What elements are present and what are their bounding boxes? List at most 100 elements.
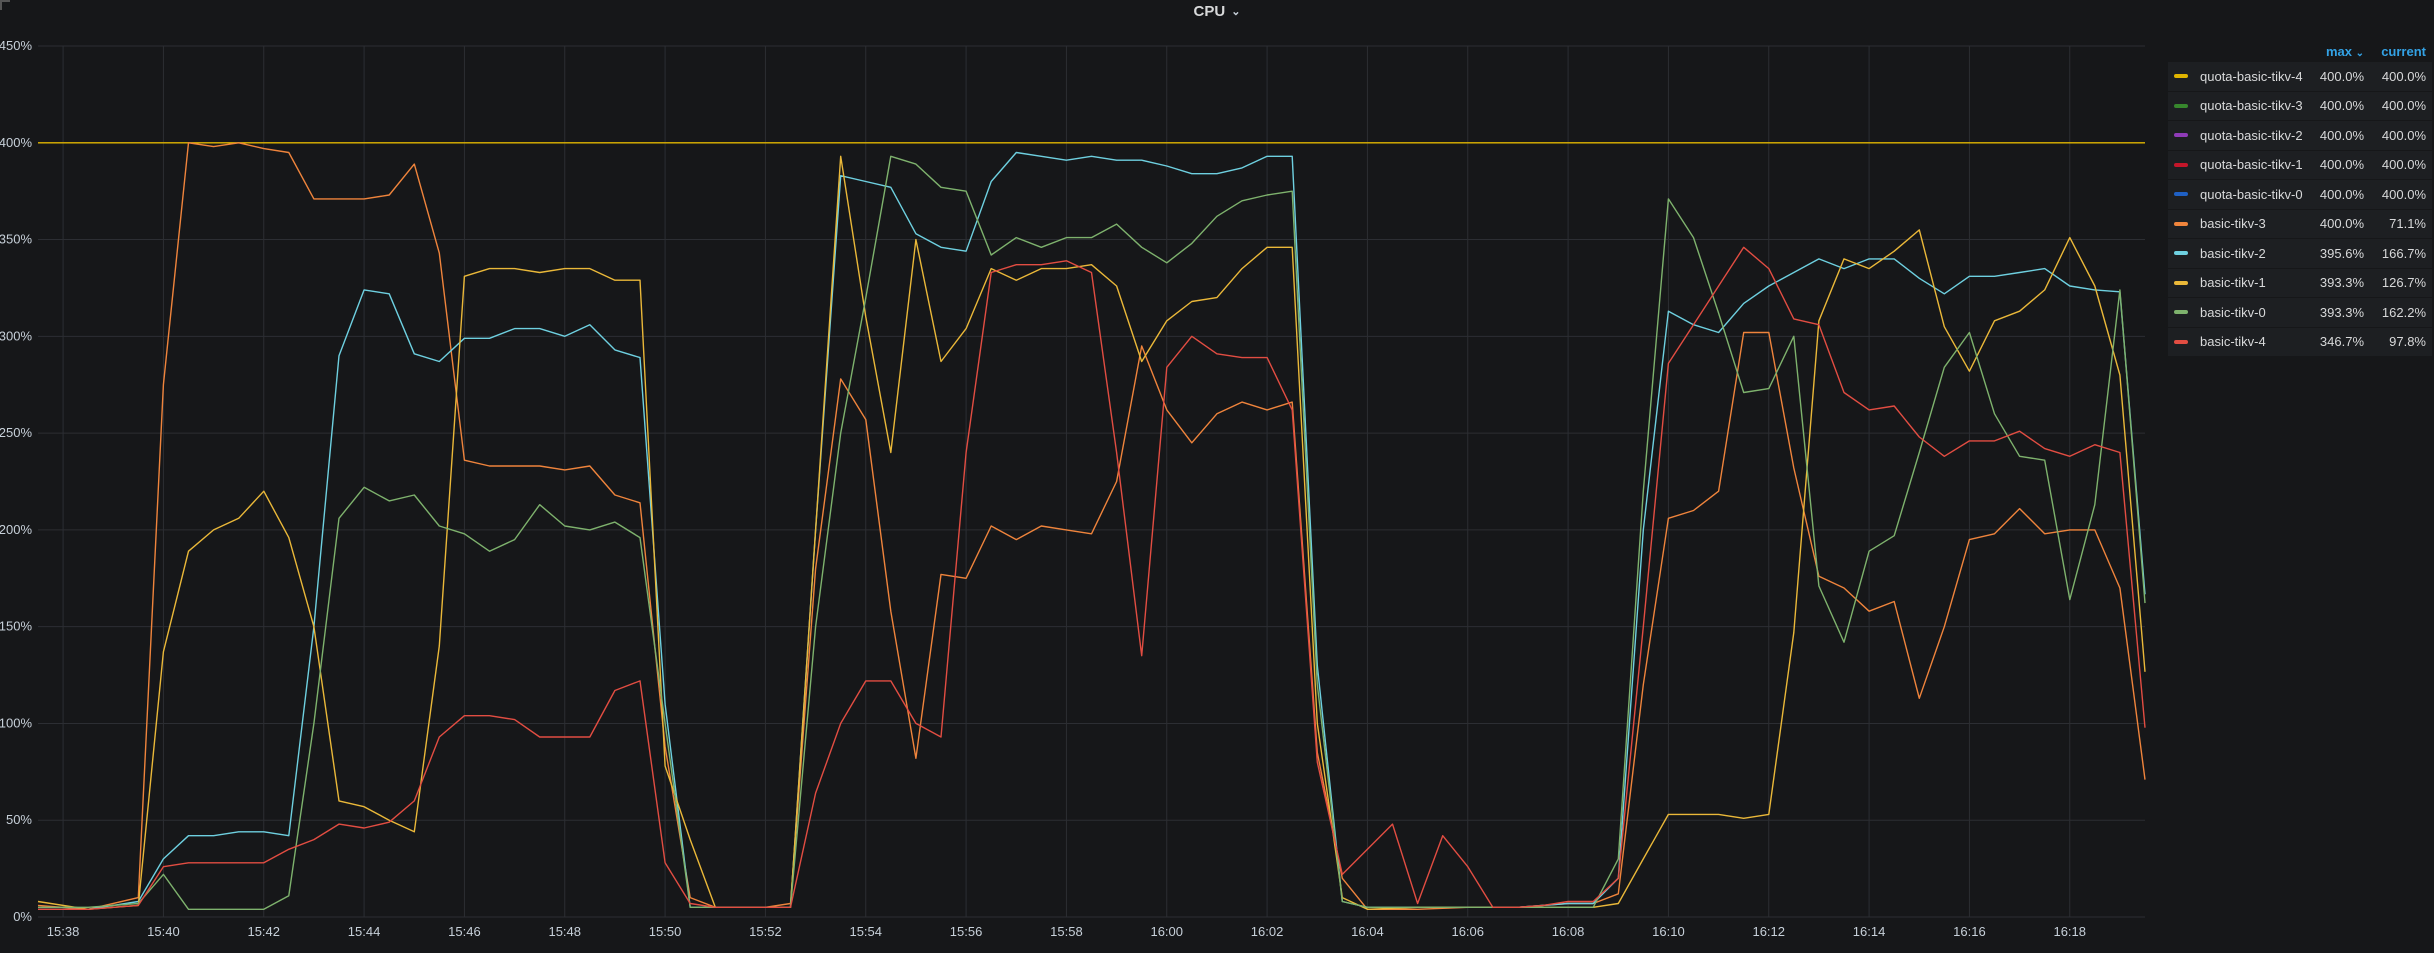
legend-current-value: 400.0% xyxy=(2381,68,2426,84)
x-tick-label: 15:42 xyxy=(247,924,280,939)
x-tick-label: 16:04 xyxy=(1351,924,1384,939)
y-tick-label: 400% xyxy=(0,135,32,150)
legend: max ⌄ current quota-basic-tikv-4 400.0% 40… xyxy=(2168,40,2432,357)
series-line-basic-tikv-2 xyxy=(38,151,2146,910)
legend-color-swatch xyxy=(2174,192,2188,197)
x-tick-label: 15:52 xyxy=(749,924,782,939)
legend-color-swatch xyxy=(2174,251,2188,256)
y-tick-label: 50% xyxy=(6,812,32,827)
legend-max-value: 400.0% xyxy=(2319,98,2364,114)
x-tick-label: 16:08 xyxy=(1552,924,1585,939)
legend-item-quota-basic-tikv-0[interactable]: quota-basic-tikv-0 400.0% 400.0% xyxy=(2168,180,2432,210)
chevron-down-icon: ⌄ xyxy=(2355,47,2364,59)
legend-max-value: 393.3% xyxy=(2319,304,2364,320)
legend-item-basic-tikv-2[interactable]: basic-tikv-2 395.6% 166.7% xyxy=(2168,239,2432,269)
x-tick-label: 16:16 xyxy=(1953,924,1986,939)
legend-color-swatch xyxy=(2174,133,2188,138)
chevron-down-icon: ⌄ xyxy=(1231,5,1241,18)
x-axis-labels: 15:38 15:40 15:42 15:44 15:46 15:48 15:50 15:52… xyxy=(47,924,2086,939)
x-tick-label: 16:02 xyxy=(1251,924,1284,939)
legend-header: max ⌄ current xyxy=(2168,40,2432,62)
y-tick-label: 350% xyxy=(0,232,32,247)
x-tick-label: 15:58 xyxy=(1050,924,1083,939)
legend-series-name: basic-tikv-1 xyxy=(2200,275,2266,291)
legend-sort-max[interactable]: max ⌄ xyxy=(2325,43,2364,59)
legend-color-swatch xyxy=(2174,103,2188,108)
x-tick-label: 15:38 xyxy=(47,924,80,939)
legend-sort-current[interactable]: current xyxy=(2381,43,2426,59)
x-tick-label: 16:10 xyxy=(1652,924,1685,939)
legend-series-name: quota-basic-tikv-0 xyxy=(2200,186,2303,202)
x-tick-label: 16:12 xyxy=(1752,924,1785,939)
legend-item-quota-basic-tikv-2[interactable]: quota-basic-tikv-2 400.0% 400.0% xyxy=(2168,121,2432,151)
legend-max-value: 400.0% xyxy=(2319,216,2364,232)
y-tick-label: 100% xyxy=(0,715,32,730)
legend-item-quota-basic-tikv-4[interactable]: quota-basic-tikv-4 400.0% 400.0% xyxy=(2168,62,2432,92)
x-tick-label: 16:06 xyxy=(1451,924,1484,939)
series-line-basic-tikv-0 xyxy=(38,155,2146,910)
legend-color-swatch xyxy=(2174,339,2188,344)
legend-series-name: quota-basic-tikv-1 xyxy=(2200,157,2303,173)
legend-color-swatch xyxy=(2174,221,2188,226)
panel-corner-handle[interactable] xyxy=(0,0,10,10)
x-tick-label: 15:48 xyxy=(548,924,581,939)
legend-item-basic-tikv-3[interactable]: basic-tikv-3 400.0% 71.1% xyxy=(2168,209,2432,239)
legend-max-value: 395.6% xyxy=(2319,245,2364,261)
legend-series-name: basic-tikv-0 xyxy=(2200,304,2266,320)
series-line-basic-tikv-3 xyxy=(37,142,2146,910)
legend-current-value: 97.8% xyxy=(2389,334,2426,350)
legend-series-name: basic-tikv-2 xyxy=(2200,245,2266,261)
legend-item-basic-tikv-0[interactable]: basic-tikv-0 393.3% 162.2% xyxy=(2168,298,2432,328)
legend-current-value: 71.1% xyxy=(2389,216,2426,232)
legend-max-value: 400.0% xyxy=(2319,68,2364,84)
chart-series xyxy=(37,142,2146,910)
x-tick-label: 16:18 xyxy=(2053,924,2086,939)
legend-color-swatch xyxy=(2174,162,2188,167)
x-tick-label: 15:54 xyxy=(849,924,882,939)
panel-title-menu[interactable]: CPU ⌄ xyxy=(1194,3,1241,20)
legend-color-swatch xyxy=(2174,74,2188,79)
legend-current-value: 166.7% xyxy=(2381,245,2426,261)
legend-current-value: 400.0% xyxy=(2381,127,2426,143)
legend-max-value: 346.7% xyxy=(2319,334,2364,350)
chart-grid xyxy=(38,45,2145,918)
x-tick-label: 15:40 xyxy=(147,924,180,939)
x-tick-label: 15:50 xyxy=(649,924,682,939)
cpu-line-chart: 0% 50% 100% 150% 200% 250% 300% 350% 400% 450% 15… xyxy=(0,38,2146,939)
legend-series-name: quota-basic-tikv-3 xyxy=(2200,98,2303,114)
legend-current-value: 400.0% xyxy=(2381,157,2426,173)
legend-series-name: basic-tikv-3 xyxy=(2200,216,2266,232)
legend-series-name: basic-tikv-4 xyxy=(2200,334,2266,350)
panel-header: CPU ⌄ xyxy=(0,0,2434,22)
legend-color-swatch xyxy=(2174,280,2188,285)
legend-current-value: 162.2% xyxy=(2381,304,2426,320)
legend-max-value: 400.0% xyxy=(2319,127,2364,143)
x-tick-label: 15:44 xyxy=(348,924,381,939)
x-tick-label: 16:14 xyxy=(1853,924,1886,939)
legend-current-value: 400.0% xyxy=(2381,98,2426,114)
series-line-basic-tikv-4 xyxy=(38,246,2146,910)
x-tick-label: 15:56 xyxy=(950,924,983,939)
legend-current-value: 126.7% xyxy=(2381,275,2426,291)
y-tick-label: 300% xyxy=(0,328,32,343)
legend-max-value: 400.0% xyxy=(2319,157,2364,173)
x-tick-label: 16:00 xyxy=(1150,924,1183,939)
y-tick-label: 200% xyxy=(0,522,32,537)
legend-series-name: quota-basic-tikv-2 xyxy=(2200,127,2303,143)
legend-item-quota-basic-tikv-1[interactable]: quota-basic-tikv-1 400.0% 400.0% xyxy=(2168,150,2432,180)
legend-item-quota-basic-tikv-3[interactable]: quota-basic-tikv-3 400.0% 400.0% xyxy=(2168,91,2432,121)
legend-current-value: 400.0% xyxy=(2381,186,2426,202)
y-axis-labels: 0% 50% 100% 150% 200% 250% 300% 350% 400% 450% xyxy=(0,38,32,924)
legend-item-basic-tikv-1[interactable]: basic-tikv-1 393.3% 126.7% xyxy=(2168,268,2432,298)
legend-color-swatch xyxy=(2174,310,2188,315)
legend-max-value: 393.3% xyxy=(2319,275,2364,291)
legend-item-basic-tikv-4[interactable]: basic-tikv-4 346.7% 97.8% xyxy=(2168,327,2432,357)
y-tick-label: 250% xyxy=(0,425,32,440)
x-tick-label: 15:46 xyxy=(448,924,481,939)
panel-title: CPU xyxy=(1193,2,1226,20)
y-tick-label: 450% xyxy=(0,38,32,53)
y-tick-label: 150% xyxy=(0,619,32,634)
legend-rows: quota-basic-tikv-4 400.0% 400.0% quota-basi… xyxy=(2168,62,2432,357)
y-tick-label: 0% xyxy=(13,909,32,924)
legend-max-value: 400.0% xyxy=(2319,186,2364,202)
